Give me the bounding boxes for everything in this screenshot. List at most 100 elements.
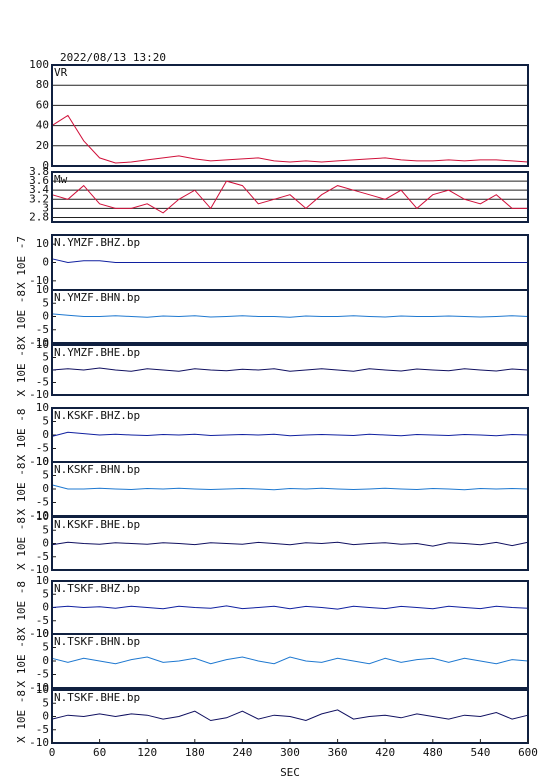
y-tick-label: 10: [36, 683, 49, 696]
y-tick-label: 10: [36, 510, 49, 523]
trace: [51, 114, 529, 164]
y-tick-label: -10: [29, 681, 49, 694]
y-tick-label: 0: [42, 256, 49, 269]
x-tick-label: 360: [328, 746, 348, 759]
x-tick-label: 600: [518, 746, 538, 759]
panel-frame: [51, 289, 529, 344]
y-tick-label: 40: [36, 119, 49, 132]
y-tick-label: 3: [42, 201, 49, 214]
y-tick-label: -5: [36, 614, 49, 627]
y-tick-label: 5: [42, 469, 49, 482]
y-tick-label: 10: [36, 401, 49, 414]
trace-label: VR: [54, 66, 68, 79]
y-tick-label: -5: [36, 496, 49, 509]
y-tick-label: 100: [29, 58, 49, 71]
y-tick-label: 10: [36, 283, 49, 296]
trace-label: N.YMZF.BHE.bp: [54, 346, 140, 359]
trace-label: N.KSKF.BHE.bp: [54, 518, 140, 531]
y-tick-label: -10: [29, 563, 49, 576]
trace: [51, 541, 529, 547]
y-tick-label: 3.6: [29, 174, 49, 187]
y-tick-label: -5: [36, 376, 49, 389]
trace-label: Mw: [54, 173, 68, 186]
y-axis-label: X 10E -8: [15, 290, 28, 343]
panel-frame: [51, 64, 529, 167]
y-tick-label: 3.4: [29, 183, 49, 196]
y-tick-label: -10: [29, 736, 49, 749]
y-tick-label: 3.8: [29, 165, 49, 178]
trace-label: N.TSKF.BHE.bp: [54, 691, 140, 704]
x-tick-label: 0: [49, 746, 56, 759]
y-tick-label: 5: [42, 351, 49, 364]
y-tick-label: 2.8: [29, 210, 49, 223]
y-tick-label: -5: [36, 723, 49, 736]
trace: [51, 709, 529, 722]
trace-label: N.TSKF.BHN.bp: [54, 635, 140, 648]
panel-frame: [51, 344, 529, 396]
y-tick-label: 0: [42, 482, 49, 495]
x-tick-label: 300: [280, 746, 300, 759]
trace-label: N.KSKF.BHZ.bp: [54, 409, 140, 422]
trace-label: N.YMZF.BHZ.bp: [54, 236, 140, 249]
y-axis-label: X 10E -8: [15, 690, 28, 743]
y-tick-label: 0: [42, 601, 49, 614]
trace: [51, 605, 529, 610]
trace: [51, 484, 529, 491]
y-axis-label: X 10E -8: [15, 517, 28, 570]
x-tick-label: 180: [185, 746, 205, 759]
trace-label: N.TSKF.BHZ.bp: [54, 582, 140, 595]
y-tick-label: 0: [42, 654, 49, 667]
trace: [51, 180, 528, 214]
y-tick-label: -10: [29, 274, 49, 287]
x-tick-label: 60: [93, 746, 106, 759]
trace-label: N.KSKF.BHN.bp: [54, 463, 140, 476]
y-tick-label: 60: [36, 98, 49, 111]
trace: [51, 258, 528, 264]
y-tick-label: 0: [42, 710, 49, 723]
y-tick-label: 0: [42, 159, 49, 172]
trace: [51, 313, 529, 318]
trace: [51, 431, 529, 437]
y-tick-label: -10: [29, 627, 49, 640]
y-tick-label: 5: [42, 415, 49, 428]
y-tick-label: 10: [36, 338, 49, 351]
chart-title: 2022/08/13 13:20: [60, 51, 166, 64]
y-axis-label: X 10E -8: [15, 409, 28, 462]
x-tick-label: 420: [375, 746, 395, 759]
trace-label: N.YMZF.BHN.bp: [54, 291, 140, 304]
trace: [51, 367, 529, 372]
y-tick-label: 20: [36, 139, 49, 152]
y-tick-label: 10: [36, 237, 49, 250]
y-axis-label: X 10E -8: [15, 581, 28, 634]
y-tick-label: 0: [42, 428, 49, 441]
y-axis-label: X 10E -7: [15, 236, 28, 289]
x-tick-label: 480: [423, 746, 443, 759]
trace: [51, 656, 529, 665]
panel-frame: [51, 633, 529, 689]
y-tick-label: 5: [42, 523, 49, 536]
y-tick-label: -5: [36, 668, 49, 681]
x-tick-label: 120: [137, 746, 157, 759]
x-tick-label: 540: [470, 746, 490, 759]
y-axis-label: X 10E -8: [15, 635, 28, 688]
y-tick-label: 0: [42, 537, 49, 550]
y-tick-label: 5: [42, 296, 49, 309]
y-tick-label: 0: [42, 310, 49, 323]
y-tick-label: 5: [42, 587, 49, 600]
y-tick-label: -5: [36, 323, 49, 336]
panel-frame: [51, 516, 529, 571]
y-tick-label: 3.2: [29, 192, 49, 205]
y-tick-label: 10: [36, 455, 49, 468]
x-axis-label: SEC: [280, 766, 300, 779]
y-tick-label: -5: [36, 442, 49, 455]
y-tick-label: 10: [36, 574, 49, 587]
y-tick-label: 5: [42, 641, 49, 654]
panel-frame: [51, 171, 529, 223]
y-tick-label: -5: [36, 550, 49, 563]
y-tick-label: -10: [29, 336, 49, 349]
y-tick-label: -10: [29, 455, 49, 468]
y-axis-label: X 10E -8: [15, 463, 28, 516]
y-axis-label: X 10E -8: [15, 344, 28, 397]
y-tick-label: 5: [42, 696, 49, 709]
y-tick-label: 0: [42, 363, 49, 376]
